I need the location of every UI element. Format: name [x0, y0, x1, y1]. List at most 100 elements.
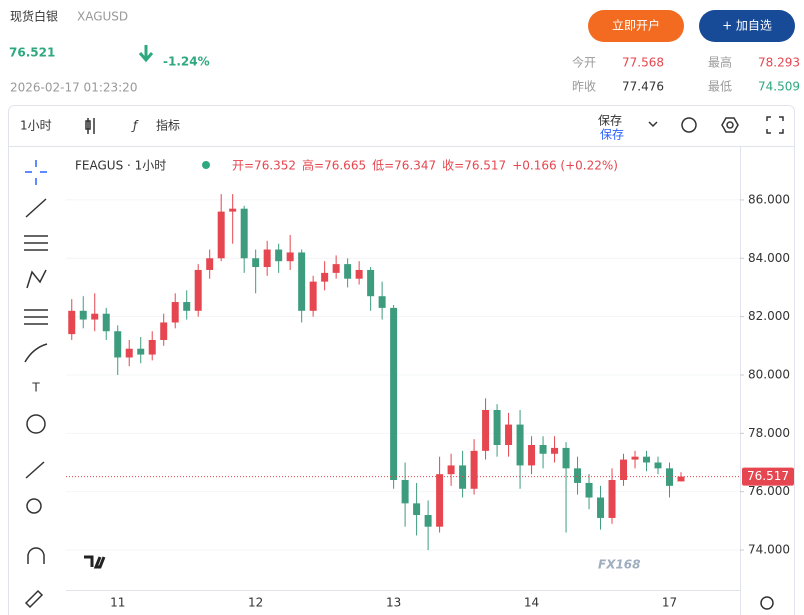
candle-body	[91, 313, 99, 320]
stat-label: 最低	[708, 80, 732, 94]
magnet-tool[interactable]	[27, 547, 45, 564]
candle-body	[574, 468, 582, 483]
candle-body	[240, 208, 248, 259]
candle-body	[505, 424, 513, 446]
candle-body	[102, 313, 110, 332]
x-tick-label: 11	[110, 596, 125, 610]
candle-body	[217, 211, 225, 259]
candle-body	[608, 480, 616, 518]
candle-body	[206, 258, 214, 270]
ohlc-label: 开=76.352	[232, 159, 296, 173]
change: -1.24%	[163, 55, 210, 69]
title: 现货白银	[10, 9, 58, 24]
candle-body	[79, 310, 87, 320]
fib-tool[interactable]	[24, 235, 48, 251]
candle-body	[160, 322, 168, 340]
y-tick-label: 86.000	[748, 192, 790, 206]
candle-body	[436, 474, 444, 527]
timestamp: 2026-02-17 01:23:20	[10, 81, 137, 95]
symbol: XAGUSD	[77, 10, 128, 24]
candle-body	[493, 409, 501, 446]
candle-body	[424, 515, 432, 527]
stat-label: 今开	[572, 55, 596, 70]
stat-label: 最高	[708, 55, 732, 70]
watchlist-label: + 加自选	[722, 19, 772, 33]
watchlist-button[interactable]	[699, 10, 795, 42]
candle-body	[447, 465, 455, 475]
last-price-box	[742, 467, 794, 486]
crosshair-tool[interactable]	[25, 160, 47, 185]
pattern-tool[interactable]	[26, 269, 47, 289]
x-tick-label: 14	[524, 596, 539, 610]
candle-body	[252, 258, 260, 268]
y-tick-label: 78.000	[748, 426, 790, 440]
candle-icon-body	[85, 120, 91, 130]
settings-icon[interactable]	[721, 117, 739, 133]
candle-body	[321, 272, 329, 282]
stat-value: 77.476	[622, 80, 664, 94]
candle-body	[585, 482, 593, 498]
open-account-button[interactable]	[588, 10, 684, 42]
down-arrow	[138, 45, 154, 63]
save-sub: 保存	[600, 128, 624, 142]
candle-body	[114, 331, 122, 358]
plot	[66, 194, 740, 551]
brush-tool[interactable]	[24, 343, 48, 363]
fx-icon[interactable]: ƒ	[131, 119, 139, 133]
candle-body	[470, 450, 478, 489]
candle-body	[137, 348, 145, 355]
candle-body	[309, 281, 317, 311]
ohlc-label: 收=76.517	[442, 159, 506, 173]
candle-body	[367, 269, 375, 297]
candle-body	[528, 445, 536, 466]
drawing-tools: T	[24, 160, 48, 609]
fullscreen-icon[interactable]	[766, 116, 784, 134]
candle-body	[620, 459, 628, 481]
candle-body	[171, 302, 179, 323]
candle-body	[551, 447, 559, 454]
candle-body	[229, 208, 237, 212]
candle-body	[125, 348, 133, 358]
y-tick-label: 82.000	[748, 309, 790, 323]
candle-body	[298, 252, 306, 311]
candle-body	[482, 409, 490, 451]
interval[interactable]: 1小时	[20, 119, 52, 133]
candle-body	[263, 249, 271, 268]
candle-body	[643, 456, 651, 463]
axis-settings[interactable]	[760, 596, 774, 610]
zoom-tool[interactable]	[26, 498, 42, 514]
last-price-label: 76.517	[747, 469, 789, 483]
lock-tool[interactable]	[24, 589, 44, 609]
alert-icon[interactable]	[681, 117, 697, 133]
status-dot	[202, 161, 210, 169]
candle-body	[413, 503, 421, 516]
candle-body	[401, 480, 409, 504]
y-tick-label: 74.000	[748, 543, 790, 557]
chart-panel	[8, 105, 795, 615]
emoji-tool[interactable]	[26, 414, 46, 434]
x-tick-label: 12	[248, 596, 263, 610]
candle-body	[332, 264, 340, 273]
x-tick-label: 17	[662, 596, 677, 610]
measure-tool[interactable]	[25, 461, 45, 479]
stat-value: 78.293	[758, 56, 800, 70]
line-tool[interactable]	[25, 198, 47, 218]
candle-body	[539, 445, 547, 454]
save-menu[interactable]	[648, 121, 658, 128]
candle-body	[516, 424, 524, 466]
indicators[interactable]: 指标	[156, 118, 180, 133]
tv-logo	[84, 555, 106, 569]
candle-body	[631, 456, 639, 460]
change-label: +0.166 (+0.22%)	[512, 159, 618, 173]
save[interactable]: 保存	[598, 114, 622, 128]
candle-body	[68, 310, 76, 335]
candle-body	[677, 476, 685, 482]
candle-body	[286, 252, 294, 262]
projection-tool[interactable]	[24, 309, 48, 325]
y-tick-label: 80.000	[748, 367, 790, 381]
text-tool[interactable]: T	[31, 381, 40, 395]
candle-body	[194, 269, 202, 311]
candle-body	[275, 249, 283, 262]
watermark: FX168	[598, 558, 641, 572]
candle-body	[183, 302, 191, 311]
